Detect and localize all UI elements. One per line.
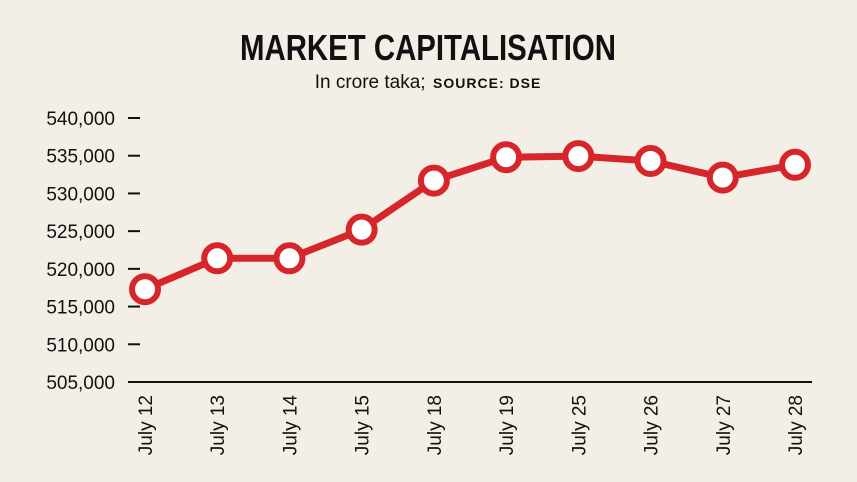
- data-point: [562, 140, 595, 173]
- markers: [129, 140, 811, 306]
- data-point: [417, 164, 450, 197]
- y-tick-label: 515,000: [46, 298, 115, 319]
- x-axis: July 12 July 13 July 14 July 15 July 18 July …: [136, 395, 807, 456]
- x-tick-label: July 26: [642, 395, 663, 455]
- data-point: [779, 148, 811, 181]
- x-tick-label: July 28: [786, 395, 807, 455]
- x-tick-label: July 13: [208, 395, 229, 455]
- x-tick-label: July 15: [353, 395, 374, 455]
- x-tick-label: July 14: [280, 395, 301, 456]
- y-tick-label: 525,000: [46, 222, 115, 243]
- data-point: [273, 242, 306, 275]
- data-point: [706, 161, 739, 194]
- chart-title: MARKET CAPITALISATION: [240, 27, 616, 68]
- y-axis: 505,000 510,000 515,000 520,000 525,000 530,0…: [46, 109, 140, 394]
- y-tick-label: 540,000: [46, 109, 115, 130]
- y-tick-label: 535,000: [46, 147, 115, 168]
- y-tick-label: 505,000: [46, 373, 115, 394]
- series-line: [143, 152, 796, 293]
- x-tick-label: July 19: [497, 395, 518, 455]
- data-point: [490, 141, 523, 174]
- x-tick-label: July 12: [136, 395, 157, 455]
- x-tick-label: July 25: [569, 395, 590, 455]
- y-tick-label: 530,000: [46, 184, 115, 205]
- data-point: [345, 213, 378, 246]
- data-point: [129, 273, 161, 306]
- data-point: [201, 242, 234, 275]
- y-tick-label: 520,000: [46, 260, 115, 281]
- x-tick-label: July 27: [714, 395, 735, 455]
- x-tick-label: July 18: [425, 395, 446, 455]
- subtitle-text: In crore taka;: [315, 72, 426, 93]
- data-point: [634, 144, 667, 177]
- chart-subtitle: In crore taka; SOURCE: DSE: [315, 72, 542, 93]
- y-tick-label: 510,000: [46, 335, 115, 356]
- source-text: SOURCE: DSE: [433, 75, 541, 91]
